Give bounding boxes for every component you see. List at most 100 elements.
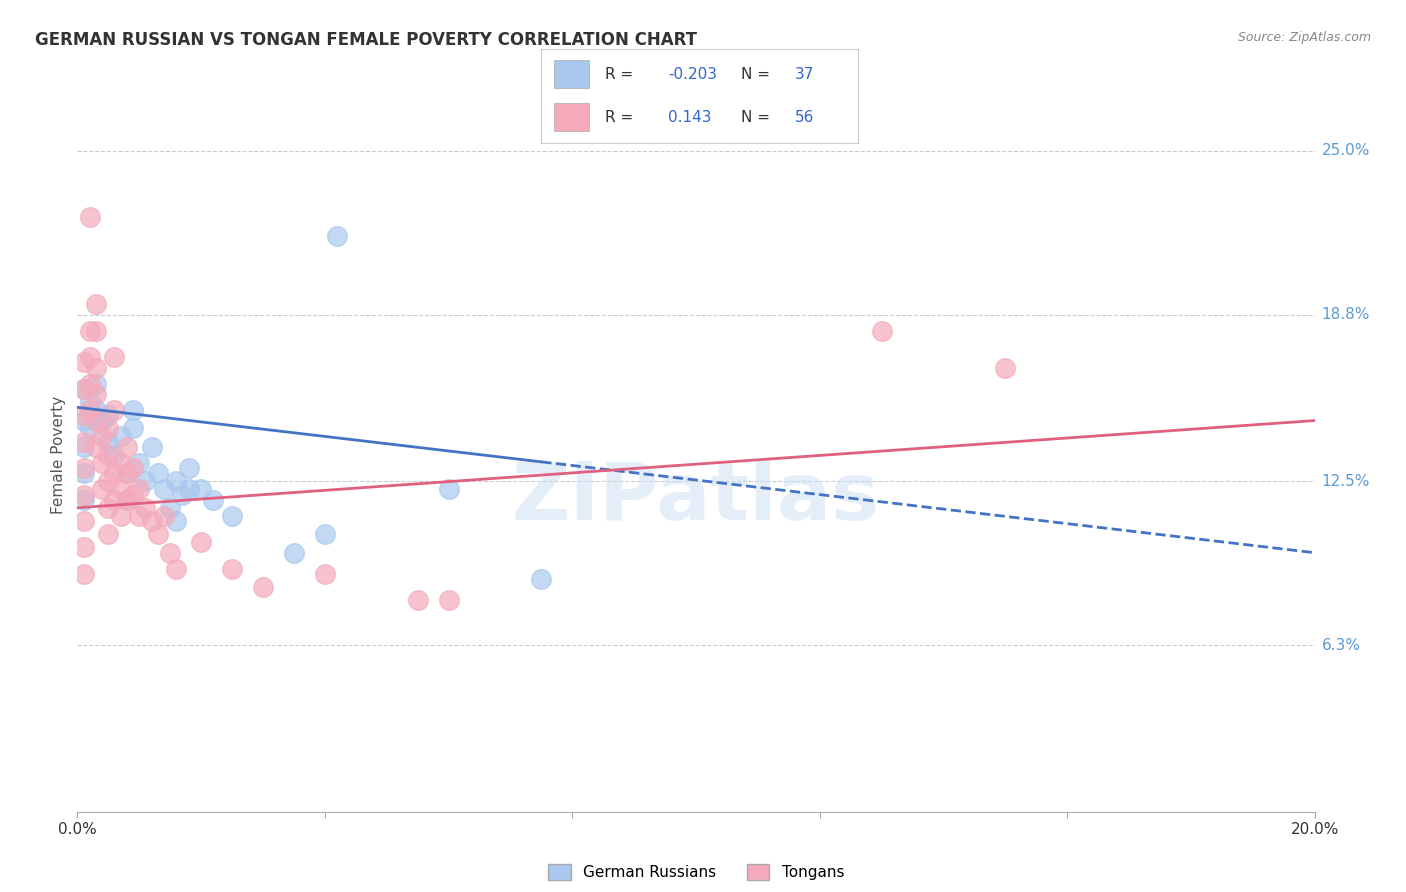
Point xyxy=(115,492,138,507)
Point xyxy=(79,376,101,391)
Point xyxy=(103,403,125,417)
FancyBboxPatch shape xyxy=(554,103,589,131)
Point xyxy=(221,508,243,523)
Point xyxy=(153,483,176,497)
Point xyxy=(115,467,138,481)
Point xyxy=(190,483,212,497)
Point xyxy=(870,324,893,338)
Point xyxy=(406,593,429,607)
Point xyxy=(84,403,107,417)
Point xyxy=(165,561,187,575)
FancyBboxPatch shape xyxy=(554,61,589,88)
Text: 6.3%: 6.3% xyxy=(1322,638,1361,653)
Point xyxy=(110,456,132,470)
Point xyxy=(165,514,187,528)
Text: ZIPatlas: ZIPatlas xyxy=(512,458,880,537)
Point xyxy=(134,475,156,489)
Point xyxy=(97,475,120,489)
Point xyxy=(72,492,94,507)
Point xyxy=(84,413,107,427)
Point xyxy=(72,566,94,581)
Point xyxy=(72,409,94,423)
Point xyxy=(91,413,114,427)
Point xyxy=(97,409,120,423)
Point xyxy=(122,487,145,501)
Point xyxy=(172,487,194,501)
Point xyxy=(115,492,138,507)
Point xyxy=(79,395,101,409)
Point xyxy=(146,467,169,481)
Point xyxy=(91,429,114,443)
Point xyxy=(530,572,553,586)
Point xyxy=(97,448,120,462)
Y-axis label: Female Poverty: Female Poverty xyxy=(51,396,66,514)
Point xyxy=(159,500,181,515)
Point xyxy=(97,421,120,435)
Point xyxy=(437,593,460,607)
Point xyxy=(122,403,145,417)
Point xyxy=(84,376,107,391)
Point xyxy=(79,324,101,338)
Point xyxy=(110,508,132,523)
Text: 12.5%: 12.5% xyxy=(1322,474,1369,489)
Text: GERMAN RUSSIAN VS TONGAN FEMALE POVERTY CORRELATION CHART: GERMAN RUSSIAN VS TONGAN FEMALE POVERTY … xyxy=(35,31,697,49)
Point xyxy=(72,440,94,454)
Point xyxy=(72,413,94,427)
Point xyxy=(177,461,200,475)
Point xyxy=(103,467,125,481)
Point xyxy=(134,500,156,515)
Point xyxy=(103,492,125,507)
Point xyxy=(84,297,107,311)
Point xyxy=(72,514,94,528)
Point xyxy=(994,360,1017,375)
Point xyxy=(128,483,150,497)
Point xyxy=(283,546,305,560)
Point xyxy=(72,461,94,475)
Text: 18.8%: 18.8% xyxy=(1322,308,1369,322)
Point xyxy=(72,355,94,369)
Point xyxy=(190,535,212,549)
Point xyxy=(115,440,138,454)
Point xyxy=(72,541,94,555)
Point xyxy=(128,508,150,523)
Point xyxy=(122,421,145,435)
Point xyxy=(252,580,274,594)
Point xyxy=(165,475,187,489)
Point xyxy=(110,429,132,443)
Point xyxy=(97,527,120,541)
Text: N =: N = xyxy=(741,67,769,82)
Text: N =: N = xyxy=(741,110,769,125)
Point xyxy=(79,350,101,364)
Point xyxy=(72,467,94,481)
Point xyxy=(97,434,120,449)
Point xyxy=(84,440,107,454)
Point xyxy=(84,360,107,375)
Point xyxy=(153,508,176,523)
Point xyxy=(141,514,163,528)
Text: 25.0%: 25.0% xyxy=(1322,144,1369,159)
Point xyxy=(91,456,114,470)
Text: 0.143: 0.143 xyxy=(668,110,711,125)
Text: Source: ZipAtlas.com: Source: ZipAtlas.com xyxy=(1237,31,1371,45)
Point xyxy=(177,483,200,497)
Point xyxy=(84,387,107,401)
Point xyxy=(72,382,94,396)
Point xyxy=(91,483,114,497)
Point xyxy=(72,487,94,501)
Point xyxy=(79,421,101,435)
Text: R =: R = xyxy=(605,67,633,82)
Point xyxy=(314,566,336,581)
Text: 37: 37 xyxy=(794,67,814,82)
Point xyxy=(314,527,336,541)
Point xyxy=(122,461,145,475)
Point xyxy=(72,382,94,396)
Text: R =: R = xyxy=(605,110,633,125)
Point xyxy=(103,350,125,364)
Point xyxy=(103,448,125,462)
Point xyxy=(326,228,349,243)
Point xyxy=(141,440,163,454)
Point xyxy=(79,403,101,417)
Legend: German Russians, Tongans: German Russians, Tongans xyxy=(541,858,851,886)
Point xyxy=(202,492,225,507)
Point xyxy=(84,324,107,338)
